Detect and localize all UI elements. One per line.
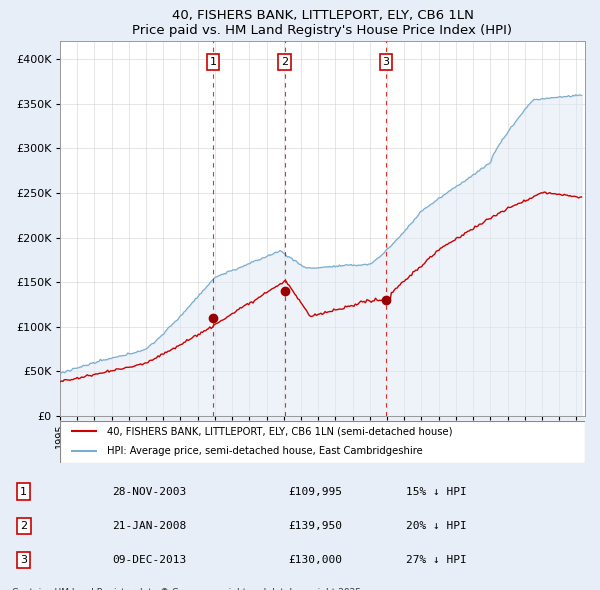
Text: 15% ↓ HPI: 15% ↓ HPI <box>406 487 467 497</box>
Text: £139,950: £139,950 <box>288 521 342 531</box>
Text: 21-JAN-2008: 21-JAN-2008 <box>112 521 186 531</box>
Text: 40, FISHERS BANK, LITTLEPORT, ELY, CB6 1LN (semi-detached house): 40, FISHERS BANK, LITTLEPORT, ELY, CB6 1… <box>107 427 453 436</box>
Text: 3: 3 <box>382 57 389 67</box>
Text: £109,995: £109,995 <box>288 487 342 497</box>
Title: 40, FISHERS BANK, LITTLEPORT, ELY, CB6 1LN
Price paid vs. HM Land Registry's Hou: 40, FISHERS BANK, LITTLEPORT, ELY, CB6 1… <box>133 9 512 37</box>
Text: 28-NOV-2003: 28-NOV-2003 <box>112 487 186 497</box>
Text: HPI: Average price, semi-detached house, East Cambridgeshire: HPI: Average price, semi-detached house,… <box>107 446 423 456</box>
Text: 1: 1 <box>20 487 27 497</box>
Text: Contains HM Land Registry data © Crown copyright and database right 2025.: Contains HM Land Registry data © Crown c… <box>12 588 364 590</box>
Text: 1: 1 <box>209 57 217 67</box>
Text: 20% ↓ HPI: 20% ↓ HPI <box>406 521 467 531</box>
Text: 2: 2 <box>20 521 27 531</box>
Text: 09-DEC-2013: 09-DEC-2013 <box>112 555 186 565</box>
Text: 3: 3 <box>20 555 27 565</box>
Text: £130,000: £130,000 <box>288 555 342 565</box>
Text: 2: 2 <box>281 57 288 67</box>
Text: 27% ↓ HPI: 27% ↓ HPI <box>406 555 467 565</box>
